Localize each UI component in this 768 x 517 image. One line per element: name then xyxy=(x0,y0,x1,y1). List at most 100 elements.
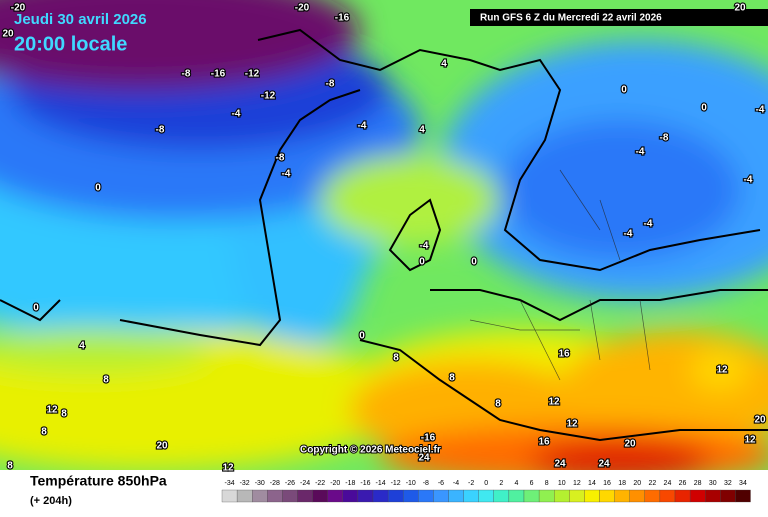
scale-swatch xyxy=(357,489,374,503)
scale-swatch xyxy=(569,489,585,503)
contour-label: 16 xyxy=(538,437,550,448)
contour-label: -4 xyxy=(624,229,633,240)
scale-label: -16 xyxy=(360,480,370,487)
scale-label: 10 xyxy=(558,480,566,487)
scale-label: 30 xyxy=(709,480,717,487)
scale-swatch xyxy=(735,489,751,503)
contour-labels: -20 -16 -8 -16 -12-12 -8 -4 -8 -8 -4 0 -4 4 4 0 0 -4 -8 -4… xyxy=(1,2,767,475)
contour-label: 8 xyxy=(393,353,399,364)
footer-subtitle: (+ 204h) xyxy=(30,495,72,507)
scale-label: 26 xyxy=(679,480,687,487)
scale-swatch xyxy=(282,489,298,503)
forecast-time: 20:00 locale xyxy=(14,33,127,55)
scale-label: 22 xyxy=(648,480,656,487)
contour-label: -20 xyxy=(11,3,26,14)
scale-swatch xyxy=(267,489,283,503)
contour-label: 8 xyxy=(495,399,501,410)
contour-label: -4 xyxy=(420,241,429,252)
contour-label: -12 xyxy=(245,69,260,80)
scale-label: 0 xyxy=(484,480,488,487)
scale-label: -4 xyxy=(453,480,459,487)
scale-label: 14 xyxy=(588,480,596,487)
scale-label: -34 xyxy=(224,480,234,487)
contour-label: -16 xyxy=(335,13,350,24)
scale-label: 32 xyxy=(724,480,732,487)
contour-label: 0 xyxy=(359,331,365,342)
scale-label: -18 xyxy=(345,480,355,487)
contour-label: -4 xyxy=(232,109,241,120)
scale-swatch xyxy=(689,489,706,503)
forecast-date: Jeudi 30 avril 2026 xyxy=(14,11,147,28)
contour-label: 24 xyxy=(598,459,610,470)
scale-swatch xyxy=(236,489,253,503)
scale-swatch xyxy=(463,489,479,503)
scale-swatch xyxy=(629,489,645,503)
scale-label: -2 xyxy=(468,480,474,487)
contour-label: 8 xyxy=(449,373,455,384)
scale-swatch xyxy=(433,489,449,503)
scale-swatch xyxy=(327,489,343,503)
contour-label: -4 xyxy=(756,105,765,116)
scale-swatch xyxy=(538,489,555,503)
scale-label: -10 xyxy=(406,480,416,487)
scale-label: 24 xyxy=(664,480,672,487)
scale-swatch xyxy=(493,489,510,503)
contour-label: 4 xyxy=(419,125,425,136)
scale-label: -20 xyxy=(330,480,340,487)
contour-label: 20 xyxy=(734,3,746,14)
contour-label: 0 xyxy=(95,183,101,194)
contour-label: -8 xyxy=(660,133,669,144)
contour-label: 20 xyxy=(156,441,168,452)
copyright: Copyright © 2026 Meteociel.fr xyxy=(300,445,441,456)
contour-label: -20 xyxy=(295,3,310,14)
contour-label: 8 xyxy=(41,427,47,438)
contour-label: -8 xyxy=(156,125,165,136)
scale-label: 6 xyxy=(530,480,534,487)
scale-swatch xyxy=(478,489,494,503)
contour-label: -8 xyxy=(182,69,191,80)
contour-label: 4 xyxy=(441,59,447,70)
contour-label: 4 xyxy=(79,341,85,352)
scale-label: -8 xyxy=(423,480,429,487)
contour-label: -8 xyxy=(326,79,335,90)
scale-label: -24 xyxy=(300,480,310,487)
contour-label: 8 xyxy=(103,375,109,386)
contour-label: 16 xyxy=(558,349,570,360)
contour-label: 24 xyxy=(554,459,566,470)
scale-swatch xyxy=(342,489,359,503)
scale-label: 28 xyxy=(694,480,702,487)
scale-swatch xyxy=(418,489,434,503)
scale-swatch xyxy=(312,489,328,503)
contour-label: -12 xyxy=(261,91,276,102)
contour-label: 0 xyxy=(701,103,707,114)
contour-label: -4 xyxy=(744,175,753,186)
contour-label: 12 xyxy=(548,397,560,408)
run-banner xyxy=(470,9,768,26)
scale-label: -12 xyxy=(391,480,401,487)
contour-label: -8 xyxy=(276,153,285,164)
scale-label: -26 xyxy=(285,480,295,487)
scale-label: 2 xyxy=(499,480,503,487)
scale-swatch xyxy=(584,489,600,503)
contour-label: -16 xyxy=(211,69,226,80)
scale-label: 18 xyxy=(618,480,626,487)
contour-label: 20 xyxy=(754,415,766,426)
contour-label: -16 xyxy=(421,433,436,444)
scale-swatch xyxy=(614,489,630,503)
scale-swatch xyxy=(221,489,238,503)
scale-swatch xyxy=(403,489,419,503)
scale-swatch xyxy=(297,489,313,503)
contour-label: 20 xyxy=(2,29,14,40)
scale-swatch xyxy=(659,489,676,503)
scale-swatch xyxy=(674,489,691,503)
color-scale: -34 -32 -30 -28 -26 -24 -22 -20 -18 -16 -14 -12 -10-… xyxy=(221,480,751,503)
footer-title: Température 850hPa xyxy=(30,473,167,489)
coastline xyxy=(0,28,768,442)
contour-label: 8 xyxy=(7,461,13,472)
temperature-field xyxy=(0,0,768,470)
scale-label: -22 xyxy=(315,480,325,487)
contour-label: 0 xyxy=(471,257,477,268)
contour-label: 20 xyxy=(624,439,636,450)
